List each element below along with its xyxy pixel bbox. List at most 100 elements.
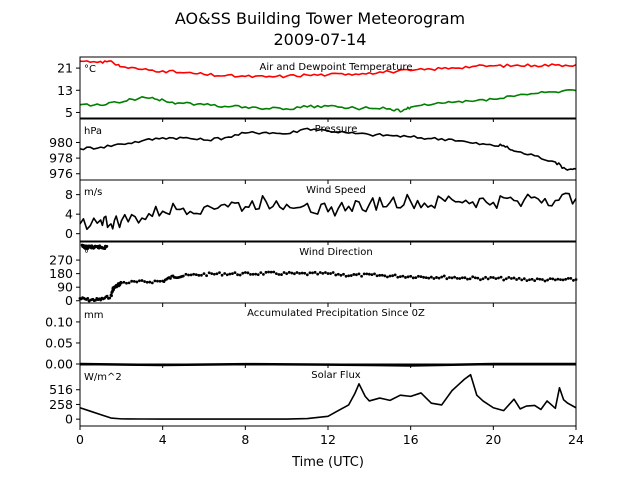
wind-direction-point xyxy=(404,276,407,279)
wind-direction-point xyxy=(125,281,128,285)
x-tick-label: 4 xyxy=(159,432,167,447)
wind-direction-point xyxy=(197,273,201,277)
wind-direction-point xyxy=(468,277,472,281)
wind-direction-point xyxy=(205,274,208,278)
wind-direction-point xyxy=(342,272,345,276)
wind-direction-point xyxy=(187,273,190,277)
wind-direction-point xyxy=(290,271,294,275)
wind-direction-point xyxy=(215,272,219,276)
y-tick-label: 270 xyxy=(49,253,73,268)
wind-direction-point xyxy=(419,275,423,279)
wind-direction-point xyxy=(331,271,335,274)
wind-direction-point xyxy=(476,276,480,280)
wind-direction-point xyxy=(556,277,560,281)
y-tick-label: 258 xyxy=(49,397,73,412)
wind-direction-point xyxy=(153,279,157,283)
wind-direction-point xyxy=(256,273,260,277)
y-tick-label: 0.10 xyxy=(45,314,73,329)
wind-direction-point xyxy=(383,274,387,278)
wind-direction-point xyxy=(108,296,112,300)
y-tick-label: 0.00 xyxy=(45,357,73,372)
wind-direction-point xyxy=(285,272,289,276)
wind-direction-point xyxy=(450,276,454,280)
y-tick-label: 5 xyxy=(65,105,73,120)
wind-direction-point xyxy=(479,278,482,282)
wind-direction-point xyxy=(497,276,500,280)
wind-direction-point xyxy=(440,275,444,279)
wind-direction-point xyxy=(119,281,123,285)
wind-direction-point xyxy=(355,273,358,277)
wind-direction-point xyxy=(538,277,542,281)
wind-direction-point xyxy=(210,272,214,276)
panel-unit-label: °C xyxy=(84,64,96,75)
wind-direction-point xyxy=(347,274,351,278)
wind-direction-point xyxy=(484,275,487,279)
panel-unit-label: W/m^2 xyxy=(84,372,122,383)
wind-direction-point xyxy=(442,274,446,278)
wind-direction-point xyxy=(262,273,265,276)
wind-direction-point xyxy=(280,273,283,276)
wind-direction-point xyxy=(122,280,126,284)
wind-direction-point xyxy=(241,271,245,275)
wind-direction-point xyxy=(313,270,317,274)
wind-direction-point xyxy=(305,273,309,277)
y-tick-label: 0.05 xyxy=(45,335,73,350)
wind-direction-point xyxy=(460,276,464,280)
panel-title: Pressure xyxy=(315,124,358,135)
y-tick-label: 976 xyxy=(49,166,73,181)
wind-direction-point xyxy=(308,271,312,275)
wind-direction-point xyxy=(510,277,513,280)
wind-direction-point xyxy=(83,247,87,250)
y-tick-label: 0 xyxy=(65,412,73,427)
y-tick-label: 21 xyxy=(57,61,73,76)
figure-title-line2: 2009-07-14 xyxy=(274,30,367,49)
wind-direction-point xyxy=(156,279,159,283)
series-line-wind-speed xyxy=(79,192,577,231)
wind-direction-point xyxy=(145,280,149,284)
y-tick-label: 0 xyxy=(65,226,73,241)
y-tick-label: 8 xyxy=(65,187,73,202)
wind-direction-point xyxy=(375,274,379,278)
x-tick-label: 24 xyxy=(568,432,584,447)
wind-direction-point xyxy=(130,279,134,283)
wind-direction-point xyxy=(380,273,384,277)
x-tick-label: 0 xyxy=(76,432,84,447)
wind-direction-point xyxy=(401,274,405,278)
panels-group: 5 13 21 Air and Dewpoint Temperature °C 97697… xyxy=(45,56,584,447)
wind-direction-point xyxy=(238,273,242,277)
wind-direction-point xyxy=(445,277,449,281)
wind-direction-point xyxy=(572,279,575,282)
wind-direction-point xyxy=(254,272,258,276)
series-line-air-and-dewpoint-temperature xyxy=(79,60,577,79)
wind-direction-point xyxy=(360,274,363,278)
wind-direction-point xyxy=(269,270,273,274)
wind-direction-point xyxy=(491,276,495,279)
wind-direction-point xyxy=(398,275,402,278)
wind-direction-point xyxy=(321,272,325,275)
wind-direction-point xyxy=(391,274,394,278)
wind-direction-point xyxy=(293,272,296,276)
panel-unit-label: m/s xyxy=(84,187,102,198)
x-tick-label: 12 xyxy=(320,432,336,447)
wind-direction-point xyxy=(499,275,503,279)
wind-direction-point xyxy=(393,273,397,277)
wind-direction-point xyxy=(143,280,146,283)
wind-direction-point xyxy=(367,272,371,276)
wind-direction-point xyxy=(192,272,196,276)
wind-direction-point xyxy=(453,275,456,279)
wind-direction-point xyxy=(559,278,562,281)
y-tick-label: 4 xyxy=(65,207,73,222)
wind-direction-point xyxy=(132,279,136,283)
wind-direction-point xyxy=(386,275,389,279)
wind-direction-point xyxy=(422,275,425,279)
wind-direction-point xyxy=(486,277,490,281)
wind-direction-point xyxy=(148,280,152,284)
wind-direction-point xyxy=(267,270,270,274)
wind-direction-point xyxy=(282,271,286,274)
wind-direction-point xyxy=(264,270,268,274)
wind-direction-point xyxy=(564,277,568,281)
wind-direction-point xyxy=(127,281,131,285)
wind-direction-point xyxy=(378,273,382,277)
wind-direction-point xyxy=(318,271,322,274)
